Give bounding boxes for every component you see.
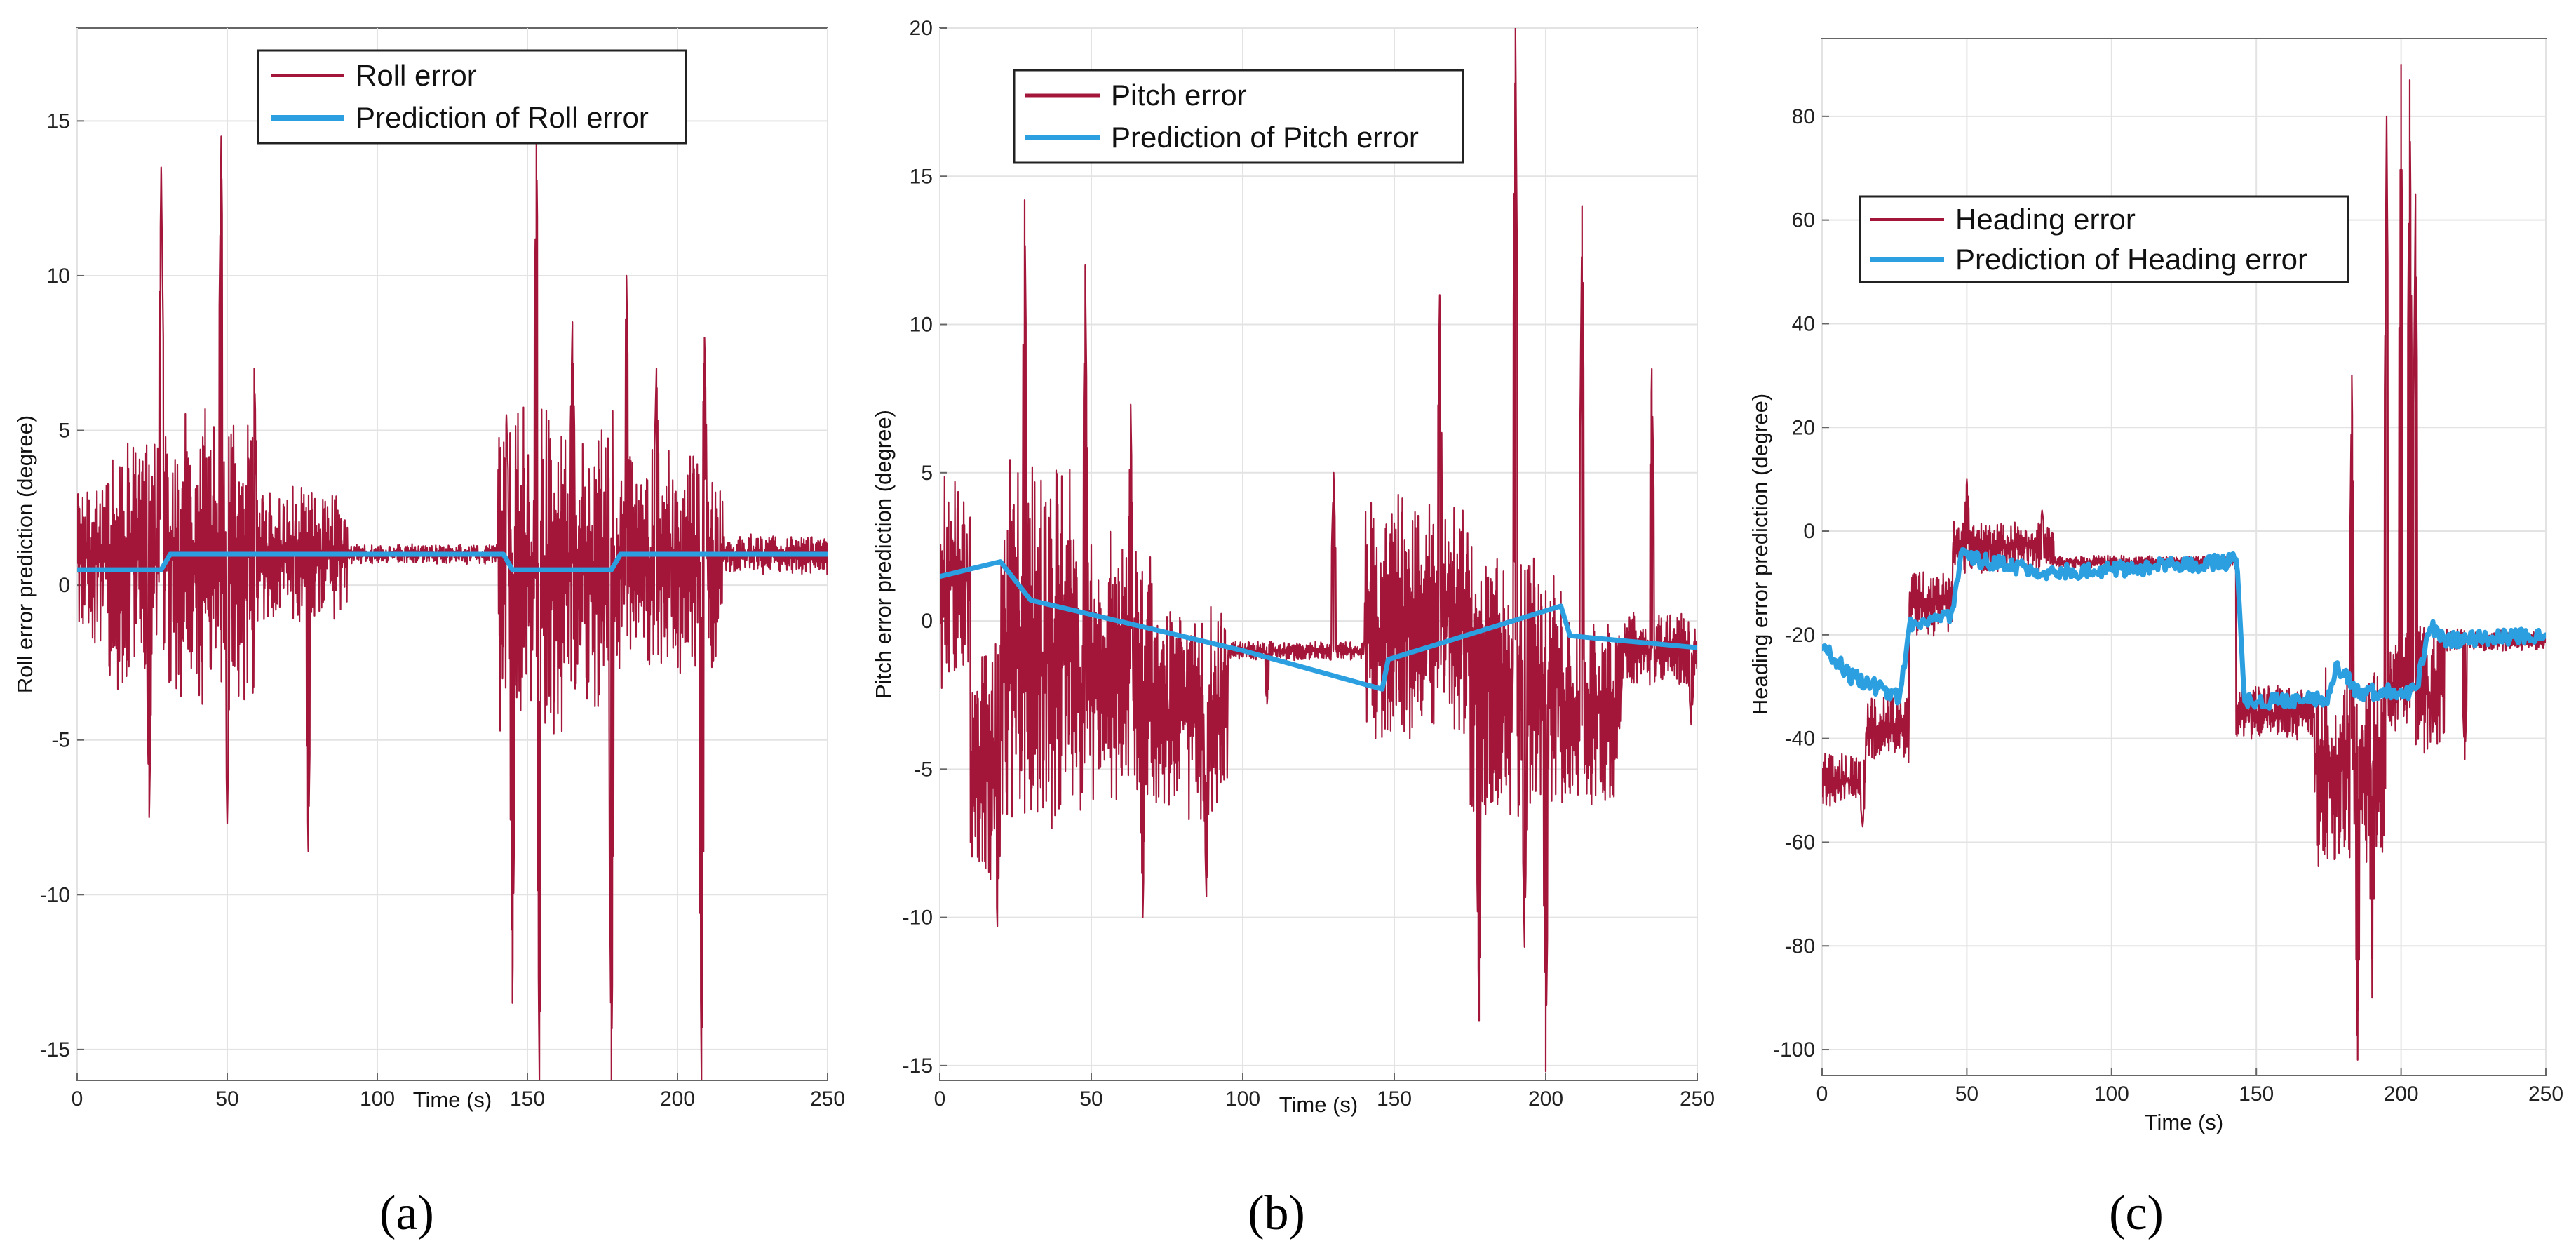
y-axis-label: Roll error prediction (degree) — [13, 415, 37, 693]
chart-panel-c: 0 50 100 150 200 250 -100 -80 -60 -40 -20 0 20 40 60 8… — [1748, 38, 2563, 1240]
x-tick-label: 150 — [2239, 1083, 2274, 1106]
x-tick-label: 100 — [2094, 1083, 2129, 1106]
x-tick-labels: 0 50 100 150 200 250 — [1816, 1083, 2563, 1106]
x-axis-label: Time (s) — [413, 1087, 492, 1112]
y-tick-label: -40 — [1785, 728, 1815, 751]
panel-caption-a: (a) — [379, 1186, 434, 1240]
series-line-pitch-error — [940, 28, 1697, 1073]
y-tick-label: 20 — [1792, 416, 1815, 439]
x-axis-label: Time (s) — [1279, 1092, 1358, 1117]
y-tick-labels: -100 -80 -60 -40 -20 0 20 40 60 80 — [1773, 105, 1815, 1061]
x-tick-label: 100 — [360, 1087, 395, 1111]
y-tick-label: 15 — [910, 165, 933, 188]
y-tick-label: 10 — [47, 264, 70, 288]
x-tick-label: 0 — [72, 1087, 83, 1111]
y-axis-label: Heading error prediction (degree) — [1748, 394, 1772, 715]
panel-caption-c: (c) — [2109, 1186, 2164, 1240]
series-line-roll-error — [77, 135, 828, 1080]
y-tick-label: -100 — [1773, 1038, 1815, 1061]
x-tick-label: 250 — [1680, 1087, 1715, 1111]
legend: Heading error Prediction of Heading erro… — [1859, 195, 2349, 283]
x-tick-label: 150 — [1377, 1087, 1412, 1111]
y-tick-label: 20 — [910, 17, 933, 40]
y-tick-label: 80 — [1792, 105, 1815, 128]
x-tick-label: 50 — [1955, 1083, 1978, 1106]
x-tick-label: 200 — [660, 1087, 695, 1111]
series-line-prediction-of-roll-error — [77, 551, 828, 572]
legend-label-heading-error: Heading error — [1955, 203, 2136, 236]
y-tick-label: -20 — [1785, 624, 1815, 647]
y-tick-label: -15 — [903, 1054, 933, 1078]
y-tick-label: 5 — [58, 420, 70, 443]
y-tick-label: 60 — [1792, 209, 1815, 232]
x-tick-label: 0 — [1816, 1083, 1828, 1106]
legend-label-roll-prediction: Prediction of Roll error — [356, 101, 649, 134]
x-tick-label: 0 — [934, 1087, 946, 1111]
series-layer — [77, 135, 828, 1080]
x-tick-label: 200 — [1528, 1087, 1563, 1111]
legend: Roll error Prediction of Roll error — [257, 49, 687, 145]
series-layer — [940, 28, 1697, 1073]
legend-box — [1013, 69, 1464, 164]
y-tick-label: 5 — [921, 462, 933, 485]
y-tick-label: -5 — [914, 758, 933, 781]
legend-box — [257, 49, 687, 145]
legend-label-heading-prediction: Prediction of Heading error — [1955, 243, 2307, 276]
y-tick-label: -10 — [903, 906, 933, 930]
y-tick-label: 0 — [58, 574, 70, 597]
chart-panel-b: 0 50 100 150 200 250 -15 -10 -5 0 5 10 15 20 Time (s… — [871, 17, 1715, 1240]
x-tick-label: 50 — [1079, 1087, 1102, 1111]
x-tick-label: 100 — [1225, 1087, 1260, 1111]
series-line-prediction-of-pitch-error — [940, 559, 1697, 692]
x-tick-label: 250 — [2528, 1083, 2563, 1106]
y-tick-label: 15 — [47, 109, 70, 133]
y-tick-label: -80 — [1785, 934, 1815, 958]
y-tick-label: -5 — [51, 729, 70, 752]
y-tick-label: -10 — [40, 883, 70, 906]
legend-label-pitch-error: Pitch error — [1111, 79, 1247, 112]
legend-label-roll-error: Roll error — [356, 59, 477, 92]
y-axis-label: Pitch error prediction (degree) — [871, 410, 896, 699]
y-tick-label: 10 — [910, 314, 933, 337]
x-axis-label: Time (s) — [2145, 1110, 2224, 1134]
x-tick-label: 250 — [810, 1087, 845, 1111]
legend-box — [1859, 195, 2349, 283]
x-tick-labels: 0 50 100 150 200 250 — [72, 1087, 845, 1111]
series-layer — [1822, 63, 2546, 1061]
x-tick-labels: 0 50 100 150 200 250 — [934, 1087, 1715, 1111]
y-tick-label: 0 — [921, 610, 933, 633]
panel-caption-b: (b) — [1248, 1186, 1305, 1240]
y-tick-label: 0 — [1803, 520, 1815, 543]
x-tick-label: 200 — [2384, 1083, 2419, 1106]
y-tick-label: 40 — [1792, 312, 1815, 335]
y-tick-label: -15 — [40, 1038, 70, 1061]
series-line-prediction-of-heading-error — [1822, 547, 2546, 711]
legend: Pitch error Prediction of Pitch error — [1013, 69, 1464, 164]
x-tick-label: 50 — [215, 1087, 238, 1111]
y-tick-labels: -15 -10 -5 0 5 10 15 20 — [903, 17, 933, 1078]
legend-label-pitch-prediction: Prediction of Pitch error — [1111, 121, 1419, 154]
x-tick-label: 150 — [510, 1087, 545, 1111]
y-tick-labels: -15 -10 -5 0 5 10 15 — [40, 109, 70, 1061]
y-tick-label: -60 — [1785, 831, 1815, 854]
